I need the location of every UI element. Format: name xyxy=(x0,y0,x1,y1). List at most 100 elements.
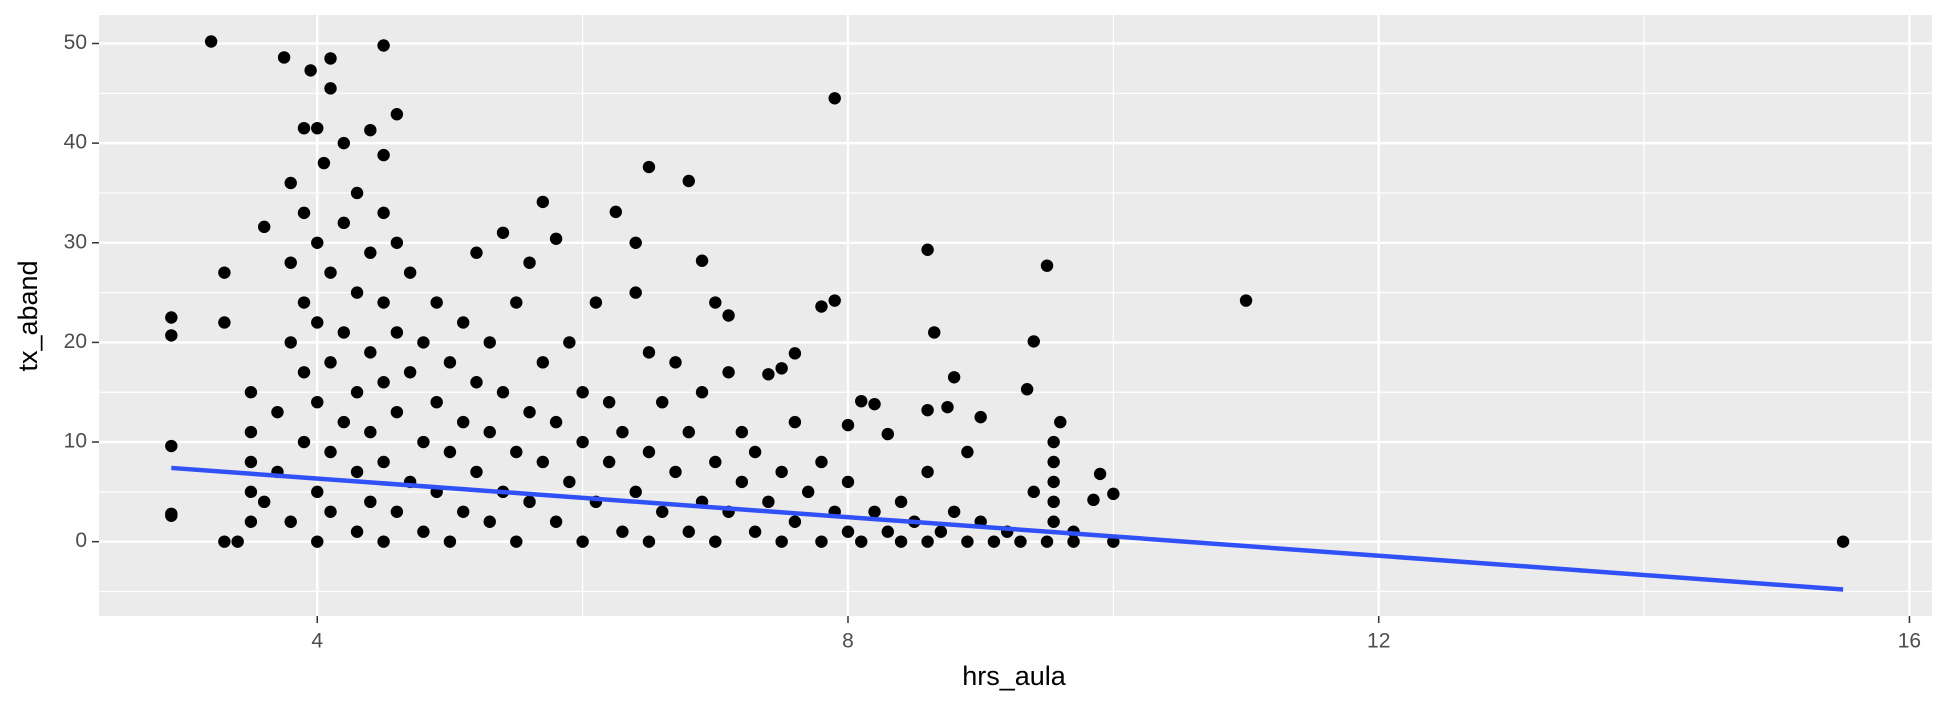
point xyxy=(457,316,470,329)
point xyxy=(536,356,550,369)
point xyxy=(457,505,470,518)
point xyxy=(311,485,324,499)
point xyxy=(311,395,324,409)
point xyxy=(669,356,682,369)
point xyxy=(1014,535,1027,548)
point xyxy=(602,455,616,469)
point xyxy=(311,121,324,135)
point xyxy=(337,415,350,429)
point xyxy=(403,366,417,379)
point xyxy=(284,515,297,528)
point xyxy=(629,236,642,249)
point xyxy=(576,535,589,548)
point xyxy=(377,206,390,220)
point xyxy=(350,286,364,299)
point xyxy=(277,51,291,64)
point xyxy=(165,311,178,324)
point xyxy=(324,52,337,65)
point xyxy=(722,366,735,379)
point xyxy=(297,206,311,220)
point xyxy=(1047,515,1060,528)
point xyxy=(1047,475,1060,489)
point xyxy=(364,346,377,359)
point xyxy=(629,286,642,299)
point xyxy=(311,236,324,249)
point xyxy=(218,266,231,279)
point xyxy=(430,296,443,309)
point xyxy=(881,525,894,538)
point xyxy=(377,148,390,162)
point xyxy=(204,35,218,48)
point xyxy=(549,415,563,429)
point xyxy=(921,403,934,417)
point xyxy=(390,505,404,518)
plot-panel xyxy=(99,15,1932,616)
point xyxy=(868,397,881,411)
point xyxy=(364,123,377,137)
y-tick-label: 0 xyxy=(75,529,87,552)
point xyxy=(1027,485,1040,499)
point xyxy=(775,535,788,548)
y-axis-title: tx_aband xyxy=(13,260,43,371)
point xyxy=(815,300,828,313)
point xyxy=(921,535,934,548)
point xyxy=(642,346,656,359)
point xyxy=(855,535,868,548)
point xyxy=(589,296,603,309)
point xyxy=(483,425,496,439)
point xyxy=(443,445,457,459)
point xyxy=(815,455,828,469)
point xyxy=(987,535,1001,548)
point xyxy=(1093,467,1107,481)
point xyxy=(1107,487,1120,501)
point xyxy=(695,254,709,267)
point xyxy=(1047,455,1060,469)
point xyxy=(722,309,735,322)
point xyxy=(1020,383,1034,396)
point xyxy=(656,395,669,409)
point xyxy=(165,439,178,453)
point xyxy=(642,445,656,459)
point xyxy=(642,160,656,174)
point xyxy=(1067,535,1080,548)
point xyxy=(841,475,855,489)
point xyxy=(1836,535,1850,548)
point xyxy=(271,405,284,419)
point xyxy=(390,405,404,419)
point xyxy=(921,243,934,256)
point xyxy=(576,386,589,399)
point xyxy=(430,395,443,409)
point xyxy=(1087,493,1100,507)
point xyxy=(218,535,231,548)
point xyxy=(284,176,297,190)
point xyxy=(377,455,390,469)
point xyxy=(244,485,258,499)
y-tick-label: 50 xyxy=(64,31,87,54)
point xyxy=(642,535,656,548)
point xyxy=(350,186,364,200)
point xyxy=(364,246,377,259)
point xyxy=(934,525,948,538)
point xyxy=(337,216,350,230)
point xyxy=(324,266,337,279)
point xyxy=(510,535,523,548)
point xyxy=(317,156,331,170)
point xyxy=(284,336,297,349)
point xyxy=(1027,335,1040,348)
point xyxy=(616,425,629,439)
point xyxy=(828,294,841,307)
point xyxy=(284,256,297,269)
point xyxy=(377,535,390,548)
point xyxy=(457,415,470,429)
point xyxy=(443,356,457,369)
point xyxy=(523,405,536,419)
point xyxy=(523,256,536,269)
point xyxy=(894,495,908,509)
point xyxy=(788,415,802,429)
point xyxy=(244,515,258,528)
point xyxy=(443,535,457,548)
point xyxy=(947,505,961,518)
point xyxy=(536,455,550,469)
point xyxy=(669,465,682,479)
